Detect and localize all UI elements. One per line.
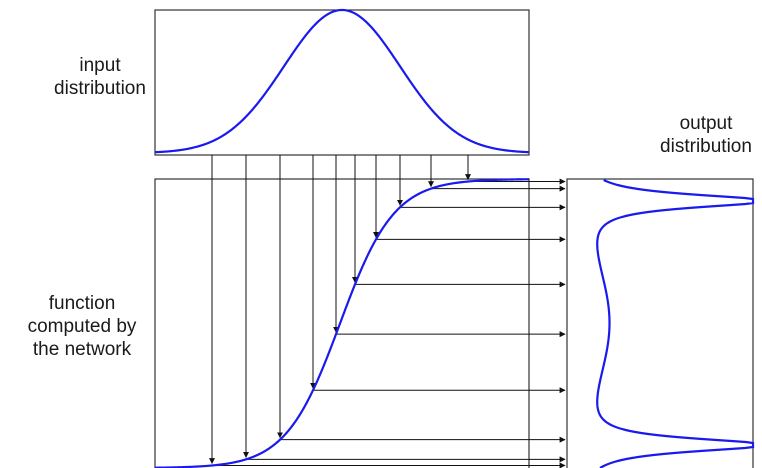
output-label-line-2: distribution <box>660 136 752 157</box>
output-distribution-box <box>566 178 754 468</box>
function-label-line-2: computed by <box>27 316 137 337</box>
function-label: function computed by the network <box>2 292 162 361</box>
function-label-line-1: function <box>48 293 116 314</box>
mapping-arrows <box>209 155 566 468</box>
output-label-line-1: output <box>679 113 733 134</box>
input-label-line-2: distribution <box>54 78 146 99</box>
input-distribution-box <box>154 9 530 156</box>
output-distribution-label: output distribution <box>636 112 762 158</box>
input-distribution-label: input distribution <box>30 54 170 100</box>
input-gaussian-curve <box>154 8 530 154</box>
input-label-line-1: input <box>79 55 121 76</box>
function-label-line-3: the network <box>32 339 132 360</box>
output-density-curve <box>596 179 755 468</box>
sigmoid-function-curve <box>154 178 530 468</box>
function-box <box>154 178 530 468</box>
